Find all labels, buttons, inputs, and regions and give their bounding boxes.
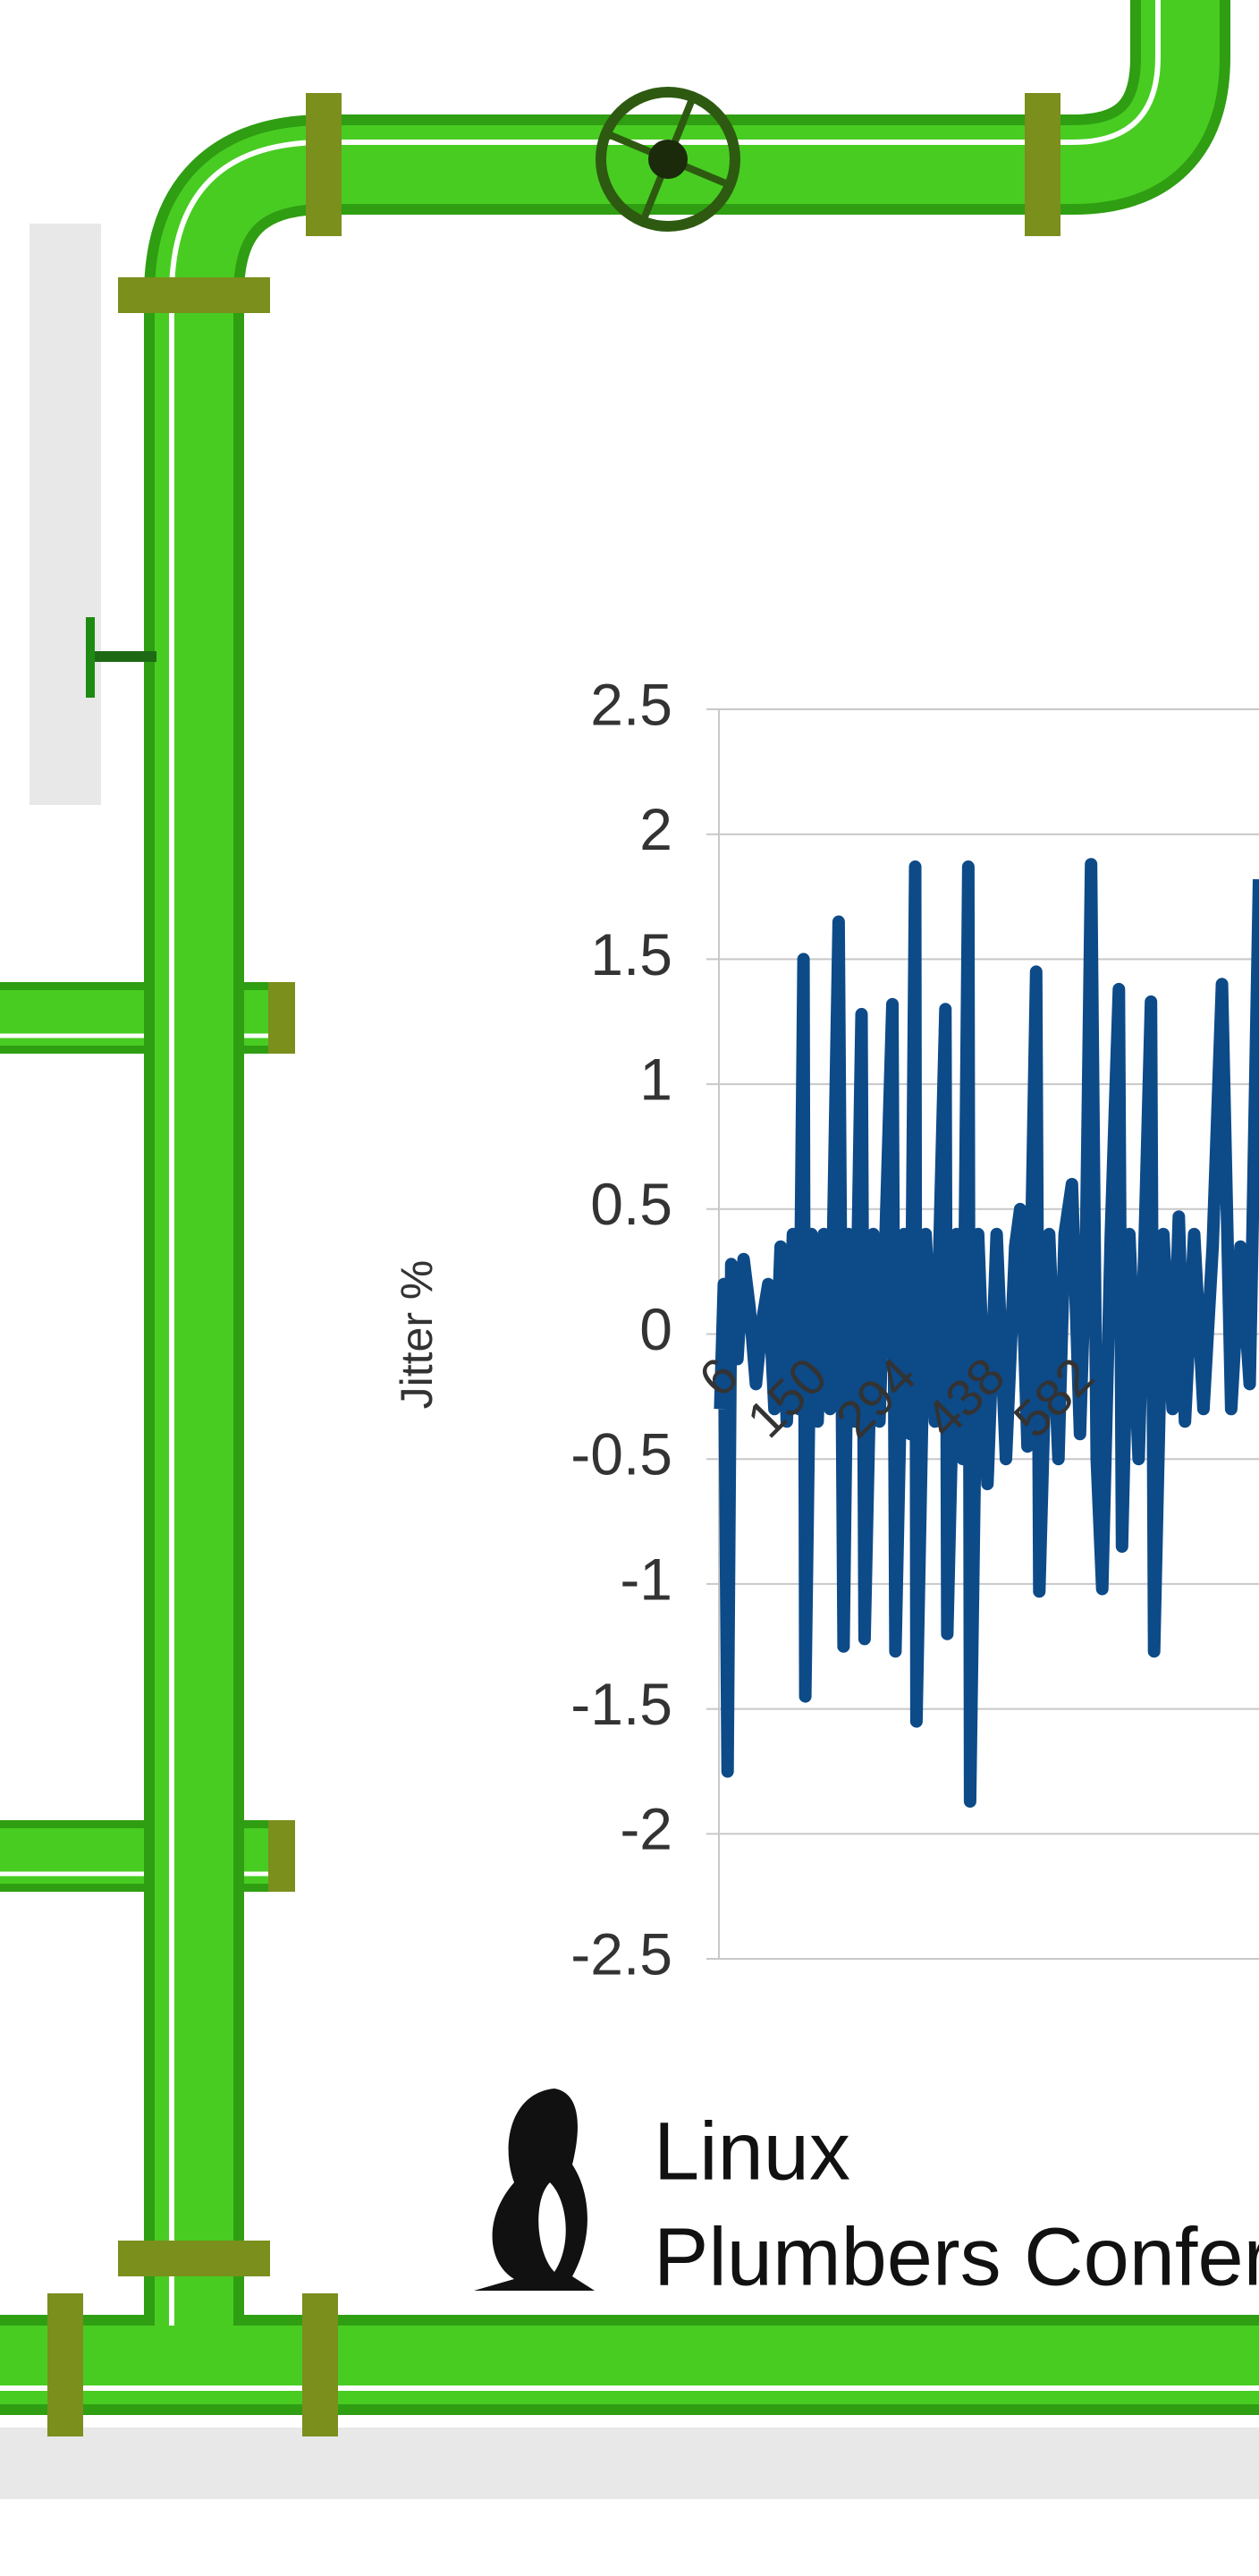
page: Jitter % Linux Plumbers Conference -2.5 -…: [0, 0, 1259, 2576]
y-tick-label: -2: [620, 1796, 672, 1862]
slide: Jitter % Linux Plumbers Conference -2.5 -…: [0, 0, 1259, 2576]
y-tick-label: -1.5: [570, 1671, 672, 1737]
y-tick-label: 2: [639, 796, 672, 862]
y-tick-label: 1.5: [590, 921, 672, 987]
y-tick-label: 0.5: [590, 1171, 672, 1237]
y-tick-label: -0.5: [570, 1421, 672, 1487]
y-axis-label: Jitter %: [392, 1260, 442, 1410]
logo-line1: Linux: [654, 2106, 850, 2197]
y-tick-label: -2.5: [570, 1920, 672, 1987]
y-tick-label: 2.5: [590, 671, 672, 737]
data-line: [720, 864, 1259, 1801]
y-tick-label: -1: [620, 1546, 672, 1612]
logo: Linux Plumbers Conference: [474, 2089, 1259, 2302]
y-tick-label: 1: [639, 1046, 672, 1113]
y-tick-label: 0: [639, 1296, 672, 1362]
logo-line2: Plumbers Conference: [654, 2211, 1259, 2302]
